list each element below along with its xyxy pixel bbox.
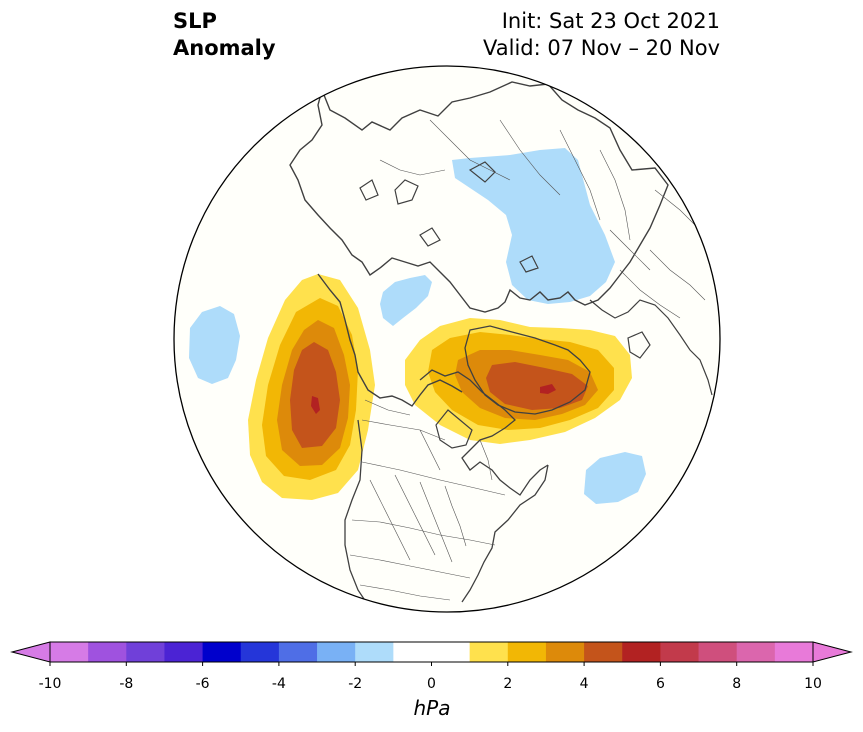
colorbar-segment [622, 642, 661, 662]
map-dates: Init: Sat 23 Oct 2021 Valid: 07 Nov – 20… [483, 8, 720, 62]
coastline-hudson-bay [435, 409, 473, 449]
coastlines [289, 81, 713, 612]
negative-anomaly-eurasia [452, 148, 615, 304]
colorbar-segment [355, 642, 394, 662]
colorbar-segment [774, 642, 814, 662]
colorbar-segment [393, 642, 432, 662]
map-boundary [173, 65, 721, 613]
colorbar-tick-label: -4 [272, 676, 286, 692]
polar-map [173, 65, 721, 613]
colorbar-unit: hPa [414, 696, 451, 720]
colorbar-tick-label: 8 [732, 676, 741, 692]
coastline-north-america-west [344, 419, 381, 612]
colorbar-segment [164, 642, 204, 662]
colorbar-ticks: -10 -8 -6 -4 -2 0 2 4 6 8 10 [39, 662, 822, 692]
coastline-alaska [317, 273, 463, 407]
colorbar-segment [50, 642, 89, 662]
coastline-greenland [464, 325, 591, 415]
anomaly-contours [189, 148, 646, 504]
colorbar-segment [202, 642, 242, 662]
negative-anomaly-arctic [380, 275, 432, 326]
positive-anomaly-pacific-5 [311, 396, 320, 414]
title-variable: SLP [173, 9, 217, 33]
colorbar-segment [88, 642, 127, 662]
colorbar-segment [584, 642, 623, 662]
political-borders [349, 119, 706, 601]
colorbar-segment [431, 642, 471, 662]
coastline-europe [589, 299, 713, 396]
coastline-north-america-east [461, 464, 549, 603]
colorbar-segment [698, 642, 738, 662]
colorbar-tick-label: 10 [804, 676, 822, 692]
colorbar-segments [50, 642, 814, 662]
valid-range: Valid: 07 Nov – 20 Nov [483, 36, 720, 60]
colorbar-segment [278, 642, 318, 662]
colorbar-segment [469, 642, 509, 662]
colorbar-segment [240, 642, 280, 662]
coastline-islands [359, 161, 539, 273]
colorbar-tick-label: -6 [196, 676, 210, 692]
positive-anomaly-atlantic-5 [540, 384, 556, 394]
colorbar-tick-label: -8 [119, 676, 133, 692]
colorbar-tick-label: 0 [427, 676, 436, 692]
positive-anomaly-pacific-4 [290, 342, 340, 448]
colorbar-min-arrow [10, 641, 51, 663]
colorbar-segment [126, 642, 165, 662]
colorbar-segment [660, 642, 700, 662]
colorbar-segment [507, 642, 547, 662]
title-variable-sub: Anomaly [173, 36, 276, 60]
colorbar: -10 -8 -6 -4 -2 0 2 4 6 8 10 hPa [10, 641, 853, 720]
colorbar-segment [317, 642, 356, 662]
colorbar-segment [545, 642, 585, 662]
negative-anomaly-atlantic [584, 452, 646, 504]
colorbar-tick-label: -10 [39, 676, 62, 692]
colorbar-tick-label: 4 [580, 676, 589, 692]
colorbar-segment [736, 642, 776, 662]
colorbar-tick-label: -2 [348, 676, 362, 692]
coastline-uk [627, 331, 651, 359]
colorbar-tick-label: 6 [656, 676, 665, 692]
positive-anomaly-atlantic-4 [486, 362, 588, 410]
colorbar-max-arrow [812, 641, 853, 663]
init-date: Init: Sat 23 Oct 2021 [501, 9, 720, 33]
negative-anomaly-pacific [189, 306, 240, 384]
map-title: SLP Anomaly [173, 8, 276, 62]
coastline-eurasia [289, 81, 669, 313]
colorbar-tick-label: 2 [503, 676, 512, 692]
